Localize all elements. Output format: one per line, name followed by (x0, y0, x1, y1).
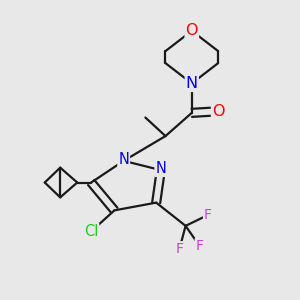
Text: Cl: Cl (84, 224, 98, 239)
Text: O: O (212, 104, 224, 119)
Text: F: F (176, 242, 183, 256)
Text: F: F (204, 208, 212, 222)
Text: O: O (185, 23, 198, 38)
Text: N: N (155, 161, 166, 176)
Text: F: F (196, 239, 203, 253)
Text: N: N (186, 76, 198, 91)
Text: N: N (118, 152, 129, 167)
